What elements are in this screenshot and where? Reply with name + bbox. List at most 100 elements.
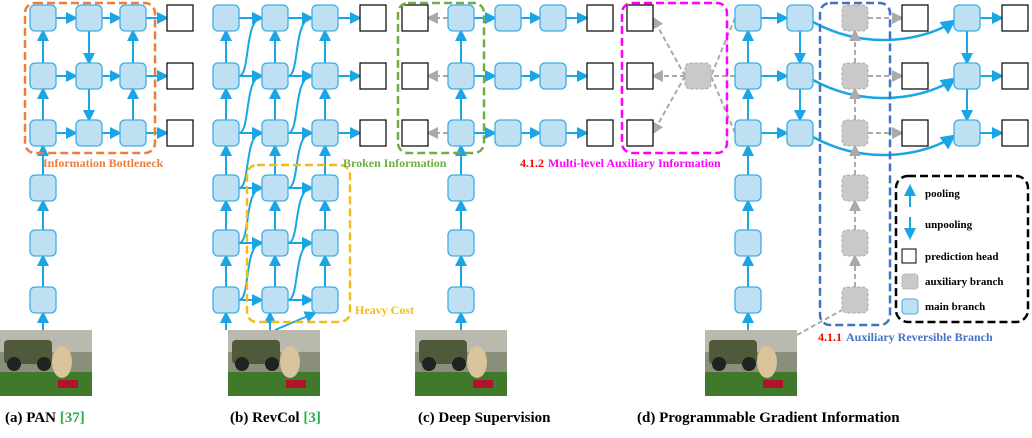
lateral-arrow <box>287 237 314 301</box>
prediction-head-icon <box>901 248 917 264</box>
main-branch-node <box>212 229 240 257</box>
prediction-head <box>586 119 614 147</box>
main-branch-node <box>494 62 522 90</box>
main-branch-node <box>786 119 814 147</box>
bottleneck-label: Information Bottleneck <box>43 156 164 170</box>
prediction-head <box>401 119 429 147</box>
lateral-arrow <box>238 70 264 134</box>
input-image <box>0 330 92 396</box>
main-branch-node <box>311 174 339 202</box>
prediction-head <box>166 62 194 90</box>
lateral-arrow <box>287 182 314 244</box>
main-branch-node <box>261 174 289 202</box>
prediction-head <box>901 62 929 90</box>
prediction-head <box>1001 119 1029 147</box>
flow-arrow <box>274 311 317 331</box>
prediction-head <box>901 4 929 32</box>
lateral-arrow <box>287 70 314 134</box>
auxiliary-branch-node <box>841 286 869 314</box>
main-branch-node <box>29 119 57 147</box>
main-branch-node <box>447 229 475 257</box>
main-branch-node <box>29 62 57 90</box>
prediction-head <box>626 4 654 32</box>
prediction-head <box>626 62 654 90</box>
auxiliary-branch-icon <box>901 273 919 290</box>
prediction-head <box>1001 62 1029 90</box>
auxiliary-arrow <box>652 16 686 77</box>
legend: pooling unpooling prediction head auxili… <box>894 174 1030 324</box>
auxiliary-arrow <box>710 17 736 77</box>
main-branch-node <box>212 4 240 32</box>
main-branch-node <box>953 119 981 147</box>
lateral-arrow <box>287 127 314 189</box>
main-branch-node <box>311 119 339 147</box>
auxiliary-branch-node <box>684 62 712 90</box>
legend-pooling: pooling <box>925 188 960 200</box>
input-image <box>228 330 320 396</box>
main-branch-node <box>447 119 475 147</box>
reversible-arrow <box>812 77 957 100</box>
prediction-head <box>586 4 614 32</box>
main-branch-node <box>734 4 762 32</box>
main-branch-node <box>953 4 981 32</box>
auxiliary-arrow <box>652 75 686 135</box>
main-branch-node <box>734 174 762 202</box>
main-branch-node <box>119 4 147 32</box>
caption-a: (a) PAN [37] <box>5 410 85 426</box>
legend-auxiliary-branch: auxiliary branch <box>925 276 1004 288</box>
main-branch-node <box>212 119 240 147</box>
main-branch-node <box>29 229 57 257</box>
prediction-head <box>401 4 429 32</box>
lateral-arrow <box>238 12 264 77</box>
lateral-arrow <box>238 127 264 189</box>
main-branch-icon <box>901 298 919 315</box>
reversible-label: 4.1.1 Auxiliary Reversible Branch <box>818 330 993 344</box>
main-branch-node <box>212 286 240 314</box>
bottleneck-region <box>23 1 157 155</box>
legend-main-branch: main branch <box>925 301 985 313</box>
legend-unpooling: unpooling <box>925 219 973 231</box>
auxiliary-branch-node <box>841 4 869 32</box>
main-branch-node <box>212 174 240 202</box>
reversible-arrow <box>812 134 957 157</box>
main-branch-node <box>75 119 103 147</box>
prediction-head <box>901 119 929 147</box>
caption-b: (b) RevCol [3] <box>230 410 321 426</box>
main-branch-node <box>29 174 57 202</box>
main-branch-node <box>539 119 567 147</box>
main-branch-node <box>494 119 522 147</box>
prediction-head <box>1001 4 1029 32</box>
main-branch-node <box>539 4 567 32</box>
heavy-cost-label: Heavy Cost <box>355 303 414 317</box>
caption-c: (c) Deep Supervision <box>418 410 551 426</box>
main-branch-node <box>786 62 814 90</box>
main-branch-node <box>786 4 814 32</box>
prediction-head <box>401 62 429 90</box>
auxiliary-branch-node <box>841 229 869 257</box>
lateral-arrow <box>287 12 314 77</box>
auxiliary-arrow <box>710 75 736 134</box>
main-branch-node <box>734 286 762 314</box>
main-branch-node <box>447 286 475 314</box>
main-branch-node <box>494 4 522 32</box>
heavy-cost-region <box>245 163 352 324</box>
main-branch-node <box>734 229 762 257</box>
prediction-head <box>586 62 614 90</box>
main-branch-node <box>261 229 289 257</box>
reversible-arrow <box>812 19 957 42</box>
prediction-head <box>359 4 387 32</box>
main-branch-node <box>953 62 981 90</box>
caption-d: (d) Programmable Gradient Information <box>637 410 900 426</box>
lateral-arrow <box>238 182 264 244</box>
broken-information-label: Broken Information <box>343 156 447 170</box>
multilevel-label: 4.1.2 Multi-level Auxiliary Information <box>520 156 721 170</box>
prediction-head <box>626 119 654 147</box>
auxiliary-branch-node <box>841 119 869 147</box>
main-branch-node <box>75 4 103 32</box>
main-branch-node <box>29 4 57 32</box>
input-image <box>705 330 797 396</box>
main-branch-node <box>261 286 289 314</box>
prediction-head <box>166 4 194 32</box>
legend-prediction-head: prediction head <box>925 251 998 263</box>
